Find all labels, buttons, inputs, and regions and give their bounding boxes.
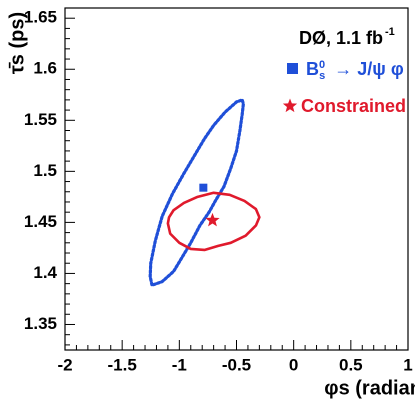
y-tick-label: 1.5 (33, 161, 57, 180)
x-axis-title: φs (radians) (324, 377, 415, 399)
y-tick-label: 1.55 (24, 110, 57, 129)
constrained-contour (166, 191, 261, 252)
y-tick-label: 1.6 (33, 59, 57, 78)
x-tick-label: -1 (172, 355, 187, 374)
lumi-exponent: -1 (385, 26, 395, 38)
y-axis-title: τ̄s (ps) (6, 12, 28, 74)
x-tick-label: -1.5 (108, 355, 137, 374)
x-tick-label: 1 (403, 355, 412, 374)
legend-bs-superscript: 0 (319, 59, 325, 71)
legend-square-icon (287, 63, 298, 74)
y-tick-label: 1.35 (24, 314, 57, 333)
y-tick-label: 1.45 (24, 212, 57, 231)
x-tick-label: 0 (289, 355, 298, 374)
experiment-label: DØ, 1.1 fb (299, 28, 383, 48)
constrained-point (205, 212, 220, 227)
bs-jpsi-phi-point (199, 183, 208, 192)
legend-constrained-label: Constrained (301, 96, 406, 116)
legend-bs-subscript: s (319, 70, 325, 82)
legend-bs-symbol: B (306, 59, 319, 79)
x-tick-label: -0.5 (222, 355, 251, 374)
x-tick-label: -2 (57, 355, 72, 374)
legend-bs-decay: → J/ψ φ (329, 59, 404, 79)
legend-bs-label: B0 s → J/ψ φ (306, 59, 404, 82)
legend-star-icon (282, 98, 298, 113)
bs-jpsi-phi-contour (148, 98, 245, 287)
x-tick-label: 0.5 (339, 355, 363, 374)
y-tick-label: 1.65 (24, 8, 57, 27)
y-tick-label: 1.4 (33, 263, 57, 282)
